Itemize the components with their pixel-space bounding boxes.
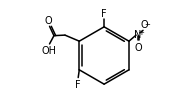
Text: F: F [101, 9, 107, 19]
Text: OH: OH [42, 46, 57, 56]
Text: −: − [144, 22, 150, 28]
Text: O: O [141, 19, 149, 29]
Text: +: + [138, 30, 144, 36]
Text: F: F [75, 79, 81, 89]
Text: O: O [45, 16, 52, 26]
Text: N: N [134, 30, 142, 40]
Text: O: O [134, 43, 142, 53]
